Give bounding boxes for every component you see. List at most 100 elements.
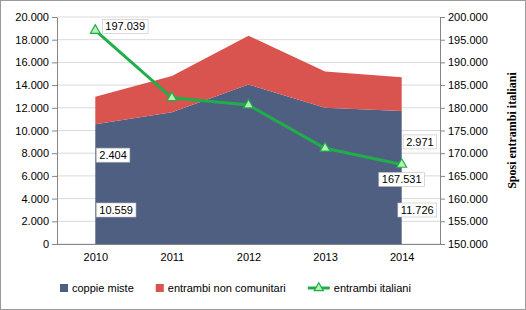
tick-mark (440, 85, 445, 86)
tick-mark (440, 176, 445, 177)
tick-mark (440, 221, 445, 222)
data-label-box: 11.726 (398, 203, 437, 217)
grid (57, 17, 440, 244)
legend-marker (314, 283, 323, 291)
data-label-background (102, 19, 148, 33)
tick-label: 2.000 (21, 215, 49, 227)
data-label-box: 10.559 (96, 203, 136, 217)
tick: 160.000 (440, 193, 488, 205)
tick: 2011 (161, 244, 185, 263)
tick-label: 2010 (84, 251, 108, 263)
tick-mark (52, 221, 57, 222)
legend: coppie misteentrambi non comunitarientra… (60, 282, 411, 294)
tick-mark (52, 153, 57, 154)
tick-label: 190.000 (448, 56, 488, 68)
tick-label: 195.000 (448, 34, 488, 46)
tick: 6.000 (21, 170, 57, 182)
tick-mark (52, 62, 57, 63)
tick-label: 2012 (237, 251, 261, 263)
tick: 175.000 (440, 125, 488, 137)
tick: 155.000 (440, 215, 488, 227)
tick-mark (52, 131, 57, 132)
tick: 195.000 (440, 34, 488, 46)
tick-label: 200.000 (448, 11, 488, 23)
tick-mark (440, 199, 445, 200)
chart-border (1, 1, 526, 310)
tick: 185.000 (440, 79, 488, 91)
y-axis: 0 2.000 4.000 6.000 8.000 10.000 12.000 14.000 1… (15, 11, 57, 250)
legend-label: entrambi non comunitari (168, 282, 286, 294)
tick-label: 14.000 (15, 79, 49, 91)
tick: 180.000 (440, 102, 488, 114)
tick: 2010 (84, 244, 108, 263)
data-label: 167.531 (382, 173, 422, 185)
data-label: 197.039 (105, 20, 145, 32)
data-label-box: 2.971 (403, 135, 437, 149)
tick-label: 4.000 (21, 193, 49, 205)
tick-mark (440, 40, 445, 41)
tick-mark (52, 108, 57, 109)
y2-axis-title: Sposi entrambi italiani (505, 71, 519, 188)
data-label: 10.559 (99, 204, 133, 216)
legend-item: coppie miste (60, 282, 134, 294)
y2-axis: 150.000 155.000 160.000 165.000 170.000 175.0… (440, 11, 488, 250)
tick-label: 150.000 (448, 238, 488, 250)
chart-svg: 0 2.000 4.000 6.000 8.000 10.000 12.000 14.000 1… (0, 0, 526, 310)
data-label-background (96, 148, 130, 162)
plot-area (90, 25, 406, 244)
tick: 0 (43, 238, 57, 250)
area-1 (95, 36, 401, 124)
legend-swatch (156, 284, 164, 292)
x-axis-line (57, 244, 440, 245)
marker (244, 99, 254, 108)
tick: 10.000 (15, 125, 57, 137)
tick: 8.000 (21, 147, 57, 159)
tick-label: 8.000 (21, 147, 49, 159)
tick-label: 2011 (161, 251, 185, 263)
tick-label: 10.000 (15, 125, 49, 137)
tick-label: 2013 (313, 251, 337, 263)
data-labels: 10.559 11.726 2.404 2.971 197.039 167.531 (96, 19, 436, 217)
tick-mark (440, 108, 445, 109)
tick: 200.000 (440, 11, 488, 23)
data-label: 2.971 (406, 136, 434, 148)
tick-label: 180.000 (448, 102, 488, 114)
tick: 2014 (390, 244, 414, 263)
tick-mark (440, 153, 445, 154)
marker (167, 92, 177, 101)
data-label-box: 2.404 (96, 148, 130, 162)
data-label: 11.726 (401, 204, 434, 216)
marker (397, 159, 407, 168)
tick: 2012 (237, 244, 261, 263)
tick-label: 20.000 (15, 11, 49, 23)
tick-label: 185.000 (448, 79, 488, 91)
tick-mark (440, 62, 445, 63)
marker (320, 143, 330, 152)
tick-mark (52, 199, 57, 200)
tick-label: 18.000 (15, 34, 49, 46)
data-label-box: 197.039 (102, 19, 148, 33)
tick-label: 170.000 (448, 147, 488, 159)
legend-item: entrambi non comunitari (156, 282, 286, 294)
y-axis-line (57, 18, 58, 245)
tick: 12.000 (15, 102, 57, 114)
data-label-background (398, 203, 437, 217)
data-label-box: 167.531 (379, 172, 425, 186)
tick: 14.000 (15, 79, 57, 91)
tick-label: 12.000 (15, 102, 49, 114)
tick-label: 0 (43, 238, 49, 250)
tick-label: 6.000 (21, 170, 49, 182)
tick-label: 2014 (390, 251, 414, 263)
tick: 165.000 (440, 170, 488, 182)
legend-label: coppie miste (72, 282, 134, 294)
tick-label: 165.000 (448, 170, 488, 182)
tick: 16.000 (15, 56, 57, 68)
tick: 2.000 (21, 215, 57, 227)
tick: 190.000 (440, 56, 488, 68)
tick-label: 16.000 (15, 56, 49, 68)
legend-swatch (60, 284, 68, 292)
data-label: 2.404 (99, 149, 127, 161)
line-2 (95, 30, 401, 164)
chart-container: 0 2.000 4.000 6.000 8.000 10.000 12.000 14.000 1… (0, 0, 526, 310)
data-label-background (403, 135, 437, 149)
